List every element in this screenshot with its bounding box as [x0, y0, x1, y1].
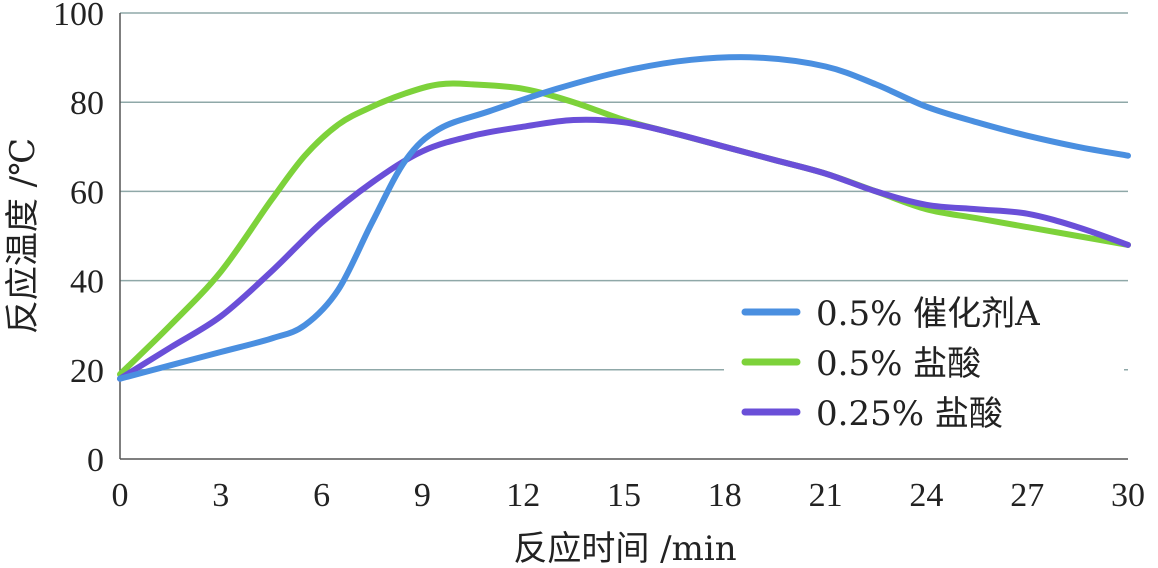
x-tick-label: 0 — [112, 477, 129, 514]
series-line-1 — [117, 80, 1131, 378]
x-tick-label: 12 — [506, 477, 540, 514]
x-tick-label: 30 — [1111, 477, 1145, 514]
x-tick-label: 6 — [313, 477, 330, 514]
x-tick-label: 15 — [607, 477, 641, 514]
y-tick-label: 80 — [70, 85, 104, 122]
y-tick-label: 20 — [70, 353, 104, 390]
x-tick-labels: 0 3 6 9 12 15 18 21 24 27 30 — [112, 477, 1146, 514]
y-tick-label: 100 — [53, 0, 104, 33]
x-tick-label: 27 — [1010, 477, 1044, 514]
x-tick-label: 24 — [909, 477, 943, 514]
x-tick-label: 18 — [708, 477, 742, 514]
y-tick-labels: 0 20 40 60 80 100 — [53, 0, 104, 479]
legend-background — [724, 292, 1124, 442]
series-line-0 — [117, 54, 1131, 382]
series-layer — [117, 54, 1131, 382]
x-tick-label: 3 — [212, 477, 229, 514]
x-tick-label: 9 — [414, 477, 431, 514]
legend-label-catalyst-a: 0.5% 催化剂A — [816, 294, 1040, 334]
legend: 0.5% 催化剂A 0.5% 盐酸 0.25% 盐酸 — [724, 292, 1124, 442]
x-tick-label: 21 — [809, 477, 843, 514]
legend-label-hcl-0-25: 0.25% 盐酸 — [816, 394, 1003, 434]
y-axis-title: 反应温度 /℃ — [3, 138, 43, 334]
x-axis-title: 反应时间 /min — [513, 529, 736, 568]
y-tick-label: 40 — [70, 264, 104, 301]
axes — [119, 13, 1128, 460]
legend-label-hcl-0-5: 0.5% 盐酸 — [816, 344, 981, 384]
series-line-2 — [117, 116, 1131, 382]
y-tick-label: 0 — [87, 442, 104, 479]
y-tick-label: 60 — [70, 174, 104, 211]
